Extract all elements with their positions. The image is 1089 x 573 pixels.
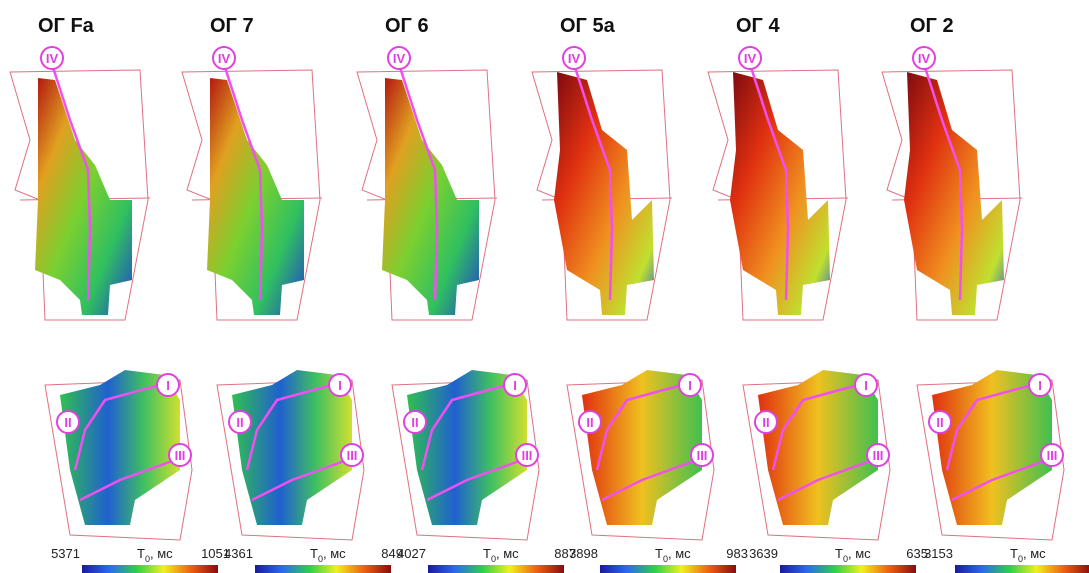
colorbar-min: 3898: [569, 546, 598, 561]
colorbar-label-main: T: [655, 546, 663, 561]
marker-label: IV: [568, 51, 581, 66]
marker-label: I: [338, 378, 342, 393]
marker-label: II: [936, 415, 943, 430]
colorbar: [255, 565, 391, 573]
colorbar-label-unit: , мс: [668, 546, 691, 561]
panel-title: ОГ 7: [210, 15, 254, 37]
marker-label: I: [166, 378, 170, 393]
marker-label: I: [688, 378, 692, 393]
page: {"panels": [ {"title": "ОГ Fa", "top_mar…: [0, 0, 1089, 573]
colorbar: [600, 565, 736, 573]
colorbar-label-unit: , мс: [848, 546, 871, 561]
colorbar-label: T0, мс: [1010, 546, 1046, 564]
colorbar-min: 3639: [749, 546, 778, 561]
marker-label: IV: [46, 51, 59, 66]
colorbar-label-main: T: [1010, 546, 1018, 561]
panel-title: ОГ 4: [736, 15, 780, 37]
marker-label: II: [411, 415, 418, 430]
colorbar: [780, 565, 916, 573]
marker-label: III: [175, 448, 186, 463]
marker-label: III: [697, 448, 708, 463]
colorbar-label: T0, мс: [483, 546, 519, 564]
panel-title: ОГ 5а: [560, 15, 616, 37]
marker-label: III: [347, 448, 358, 463]
map-area: [904, 72, 1004, 315]
marker-label: III: [522, 448, 533, 463]
panel-title: ОГ 6: [385, 15, 429, 37]
map-area: [730, 72, 830, 315]
marker-label: I: [864, 378, 868, 393]
map-area: [207, 78, 304, 315]
marker-label: IV: [918, 51, 931, 66]
marker-label: IV: [744, 51, 757, 66]
colorbar-min: 4027: [397, 546, 426, 561]
marker-label: III: [1047, 448, 1058, 463]
colorbar-label-unit: , мс: [150, 546, 173, 561]
marker-label: III: [873, 448, 884, 463]
colorbar-label-unit: , мс: [496, 546, 519, 561]
colorbar-min: 3153: [924, 546, 953, 561]
panel-title: ОГ 2: [910, 15, 954, 37]
colorbar-label: T0, мс: [137, 546, 173, 564]
colorbar-label-main: T: [483, 546, 491, 561]
colorbar-min: 5371: [51, 546, 80, 561]
map-area: [382, 78, 479, 315]
figure: ОГ FaIVIIIIII5371T0, мс1051ОГ 7IVIIIIII4…: [0, 0, 1089, 573]
marker-label: I: [513, 378, 517, 393]
marker-label: I: [1038, 378, 1042, 393]
colorbar: [428, 565, 564, 573]
colorbar-label-main: T: [835, 546, 843, 561]
marker-label: II: [586, 415, 593, 430]
colorbar-label: T0, мс: [310, 546, 346, 564]
colorbar-label: T0, мс: [655, 546, 691, 564]
colorbar-label-unit: , мс: [1023, 546, 1046, 561]
marker-label: II: [762, 415, 769, 430]
map-area: [554, 72, 654, 315]
marker-label: IV: [393, 51, 406, 66]
marker-label: II: [64, 415, 71, 430]
panel-title: ОГ Fa: [38, 15, 95, 37]
colorbar: [82, 565, 218, 573]
colorbar-min: 4361: [224, 546, 253, 561]
map-area: [35, 78, 132, 315]
colorbar-label: T0, мс: [835, 546, 871, 564]
marker-label: II: [236, 415, 243, 430]
marker-label: IV: [218, 51, 231, 66]
colorbar: [955, 565, 1089, 573]
colorbar-label-main: T: [137, 546, 145, 561]
colorbar-max: 983: [726, 546, 748, 561]
colorbar-label-main: T: [310, 546, 318, 561]
colorbar-label-unit: , мс: [323, 546, 346, 561]
